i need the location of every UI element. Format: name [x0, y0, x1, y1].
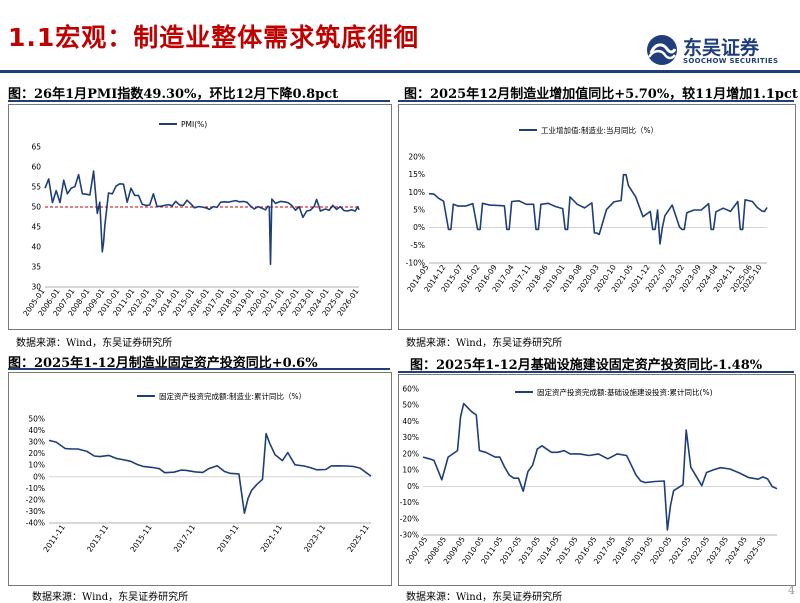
- y-tick-label: 10%: [28, 461, 45, 470]
- x-tick-label: 2025-11: [345, 523, 370, 554]
- y-tick-label: 0%: [407, 482, 419, 491]
- y-tick-label: 5%: [413, 206, 425, 215]
- chart4-title-rule: [398, 371, 794, 373]
- y-tick-label: -30%: [26, 507, 45, 516]
- chart1-panel: 30 35 40 45 50 55 60 65 2005-01 2006-01 2007-01 200…: [8, 104, 392, 330]
- y-tick-label: -10%: [26, 484, 45, 493]
- logo-name-cn: 东吴证券: [683, 37, 760, 59]
- y-tick-label: 60%: [402, 385, 419, 394]
- y-tick-label: 20%: [408, 153, 425, 162]
- legend-label: 工业增加值:制造业:当月同比（%）: [541, 125, 658, 135]
- y-tick-label: 55: [31, 183, 41, 192]
- y-tick-label: 40%: [28, 426, 45, 435]
- y-tick-label: 0%: [413, 223, 425, 232]
- y-tick-label: -5%: [410, 241, 425, 250]
- x-tick-label: 2011-11: [42, 523, 67, 554]
- legend-label: 固定资产投资完成额:基础设施建设投资:累计同比(%): [537, 387, 713, 397]
- y-tick-label: -10%: [400, 498, 419, 507]
- chart4-infrastructure-fai-svg: -30%-20%-10%0%10%20%30%40%50%60%2007-052…: [400, 385, 778, 566]
- chart2-panel: -10% -5% 0% 5% 10% 15% 20% 2014-05 2014-12 2015-0…: [398, 104, 796, 330]
- y-tick-label: 40%: [402, 417, 419, 426]
- chart2-manufacturing-va-svg: -10%-5%0%5%10%15%20%2014-052014-122015-0…: [405, 125, 768, 294]
- y-tick-label: -20%: [26, 495, 45, 504]
- series-line: [44, 170, 360, 265]
- legend-label: PMI(%): [181, 120, 207, 129]
- chart4-source: 数据来源：Wind，东吴证券研究所: [406, 592, 563, 603]
- y-tick-label: -20%: [400, 514, 419, 523]
- series-line: [422, 402, 778, 531]
- title-rule: [0, 70, 800, 73]
- x-tick-label: 2021-11: [259, 523, 284, 554]
- chart3-panel: -40% -30% -20% -10% 0% 10% 20% 30% 40% 50% 2011-11…: [8, 372, 392, 586]
- logo-mark-icon: [647, 35, 677, 65]
- brand-logo: 东吴证券 SOOCHOW SECURITIES: [645, 33, 795, 69]
- x-tick-label: 2019-11: [215, 523, 240, 554]
- y-tick-label: 15%: [408, 170, 425, 179]
- chart1-source: 数据来源：Wind，东吴证券研究所: [16, 338, 173, 349]
- logo-name-en: SOOCHOW SECURITIES: [683, 57, 779, 65]
- page-title: 1.1宏观：制造业整体需求筑底徘徊: [8, 23, 420, 52]
- y-tick-label: 50%: [402, 401, 419, 410]
- page-number: 4: [788, 584, 795, 597]
- y-tick-label: 20%: [28, 449, 45, 458]
- series-line: [428, 173, 768, 245]
- y-tick-label: 50: [31, 203, 41, 212]
- chart4-title: 图：2025年1-12月基础设施建设固定资产投资同比-1.48%: [410, 358, 763, 373]
- y-tick-label: 45: [31, 223, 41, 232]
- y-tick-label: 10%: [408, 188, 425, 197]
- y-tick-label: 30: [31, 283, 41, 292]
- chart1-title-rule: [8, 100, 390, 102]
- y-tick-label: 30%: [402, 433, 419, 442]
- chart2-title-rule: [398, 100, 794, 102]
- y-tick-label: 20%: [402, 449, 419, 458]
- x-tick-label: 2017-11: [172, 523, 197, 554]
- chart4-panel: -30% -20% -10% 0% 10% 20% 30% 40% 50% 60% 2007-05 2…: [398, 374, 796, 586]
- y-tick-label: 0%: [33, 472, 45, 481]
- x-tick-label: 2015-11: [128, 523, 153, 554]
- chart3-manufacturing-fai-svg: -40% -30% -20% -10% 0% 10% 20% 30% 40% 50% 2011-11…: [26, 391, 372, 554]
- chart3-title-rule: [8, 368, 390, 370]
- y-tick-label: 30%: [28, 438, 45, 447]
- chart3-source: 数据来源：Wind，东吴证券研究所: [32, 592, 189, 603]
- chart1-pmi-svg: 30354045505560652005-012006-012007-01200…: [21, 120, 360, 318]
- y-tick-label: -10%: [406, 259, 425, 268]
- y-tick-label: 10%: [402, 466, 419, 475]
- y-tick-label: -40%: [26, 519, 45, 528]
- x-tick-label: 2013-11: [85, 523, 110, 554]
- chart2-source: 数据来源：Wind，东吴证券研究所: [406, 338, 563, 349]
- y-tick-label: -30%: [400, 531, 419, 540]
- x-tick-label: 2023-11: [302, 523, 327, 554]
- y-tick-label: 60: [31, 163, 41, 172]
- chart1-title: 图：26年1月PMI指数49.30%，环比12月下降0.8pct: [8, 87, 339, 102]
- legend-label: 固定资产投资完成额:制造业:累计同比（%）: [159, 391, 306, 401]
- y-tick-label: 35: [31, 263, 41, 272]
- series-line: [48, 432, 372, 514]
- y-tick-label: 50%: [28, 415, 45, 424]
- y-tick-label: 40: [31, 243, 41, 252]
- chart2-title: 图：2025年12月制造业增加值同比+5.70%，较11月增加1.1pct: [404, 87, 798, 102]
- chart3-title: 图：2025年1-12月制造业固定资产投资同比+0.6%: [8, 356, 318, 371]
- y-tick-label: 65: [31, 143, 41, 152]
